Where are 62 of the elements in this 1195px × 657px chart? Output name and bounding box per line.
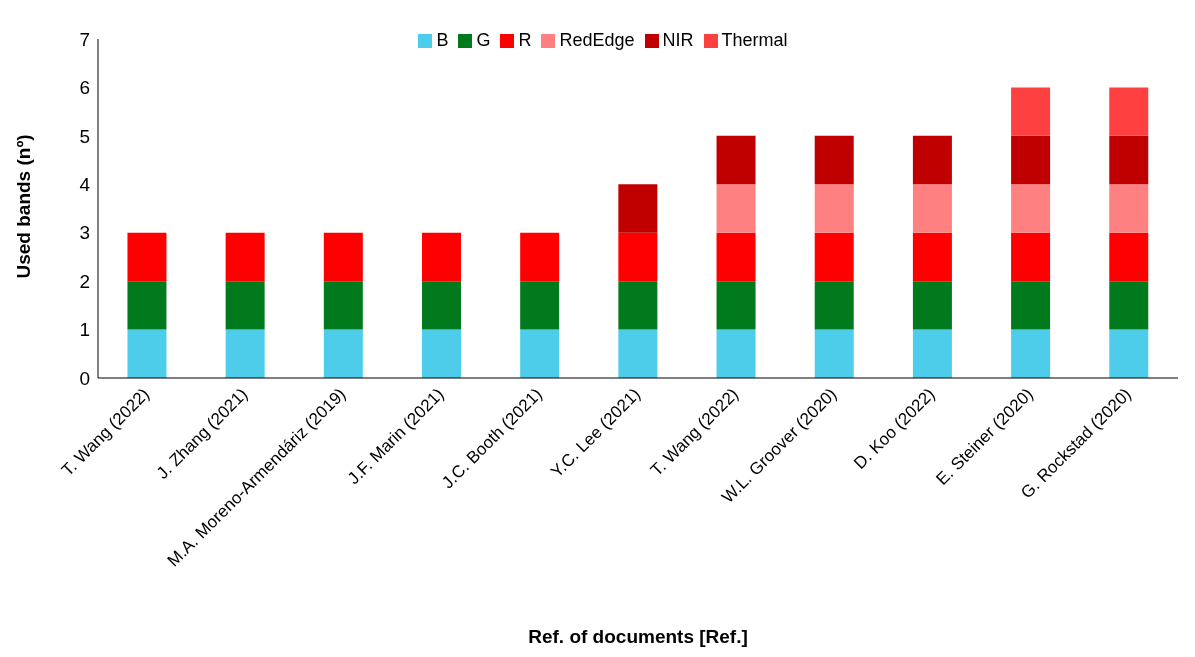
bar [716,232,756,282]
y-axis-title: Used bands (nº) [12,134,34,279]
y-tick-label: 7 [79,28,90,50]
y-tick-label: 2 [79,270,90,292]
x-axis-title: Ref. of documents [Ref.] [528,626,748,647]
legend-label: Thermal [721,30,788,50]
bar [1109,232,1149,282]
bar [912,232,952,282]
bar [912,135,952,185]
bar [716,135,756,185]
bar [323,329,363,378]
bar [814,329,854,378]
bar [618,281,658,330]
bar [1109,281,1149,330]
bar [422,232,461,282]
bar [127,232,167,282]
bar [618,184,658,233]
bar [520,329,560,378]
bar [1011,135,1051,185]
y-tick-label: 3 [79,222,90,244]
bar [520,232,560,282]
bar [1011,329,1051,378]
bar [422,281,461,330]
bar [1109,329,1149,378]
bar [520,281,560,330]
bar [618,329,658,378]
legend-label: B [436,30,449,50]
bar [912,281,952,330]
bar [1011,281,1051,330]
bar [1011,87,1051,136]
y-tick-label: 6 [79,77,90,99]
bar [422,329,461,378]
bar [323,281,363,330]
legend-label: NIR [662,30,694,50]
y-tick-label: 5 [79,125,90,147]
legend-label: R [518,30,532,50]
bar [1011,232,1051,282]
bar [814,184,854,233]
bar [323,232,363,282]
bar [814,232,854,282]
bar [127,329,167,378]
bar [814,135,854,185]
bar [225,232,265,282]
bar [618,232,658,282]
bar [127,281,167,330]
legend-label: G [476,30,491,50]
bar [225,281,265,330]
y-tick-label: 0 [79,367,90,389]
bar [1011,184,1051,233]
bar [1109,87,1149,136]
legend-label: RedEdge [559,30,635,50]
y-tick-label: 4 [79,174,91,196]
bar [1109,135,1149,185]
y-tick-label: 1 [79,319,90,341]
bar [912,329,952,378]
bar [1109,184,1149,233]
bar [716,281,756,330]
bar [814,281,854,330]
bar [716,329,756,378]
bar [716,184,756,233]
bar [225,329,265,378]
bar [912,184,952,233]
